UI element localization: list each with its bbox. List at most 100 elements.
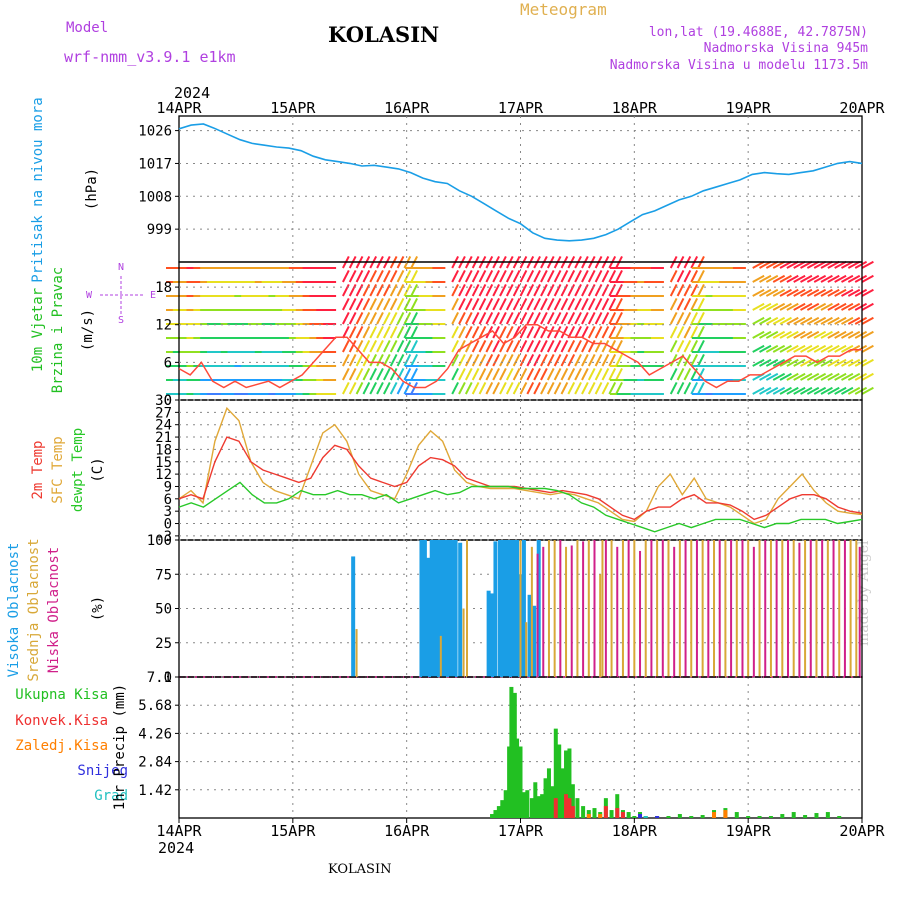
wind-arrow <box>697 367 705 381</box>
wind-arrow <box>779 316 792 325</box>
wind-arrow <box>376 367 384 381</box>
wind-arrow <box>697 325 705 339</box>
x-date-label-top: 20APR <box>839 99 885 117</box>
wind-arrow <box>752 288 765 297</box>
wind-arrow <box>546 381 555 395</box>
wind-arrow <box>533 353 541 367</box>
cloud-bar-high <box>419 540 424 677</box>
temperature-ytick-label: 9 <box>164 479 172 495</box>
wind-arrow <box>410 325 419 339</box>
wind-arrow <box>608 339 617 353</box>
wind-arrow <box>683 367 692 381</box>
cloud-bar-low <box>843 540 846 677</box>
wind-arrow <box>519 325 528 339</box>
wind-arrow <box>348 297 357 311</box>
wind-arrow <box>793 316 806 325</box>
precip-legend-2: Zaledj.Kisa <box>15 738 108 754</box>
wind-arrow <box>376 269 384 283</box>
precip-ytick-label: 2.84 <box>138 755 172 771</box>
cloud-ytick-label: 100 <box>147 533 172 549</box>
wind-arrow <box>786 260 799 269</box>
cloud-bar-low <box>858 546 861 677</box>
wind-arrow <box>389 325 398 339</box>
wind-arrow <box>540 269 548 283</box>
x-date-label-bottom: 19APR <box>726 822 772 840</box>
precip-ytick-label: 7.1 <box>147 670 172 686</box>
precip-bar-1 <box>620 812 625 818</box>
wind-arrow <box>587 381 596 395</box>
wind-arrow <box>464 297 473 311</box>
precip-bar-0 <box>518 746 523 818</box>
precip-bar-0 <box>814 813 819 818</box>
cloud-bar-mid <box>701 540 704 677</box>
wind-arrow <box>471 353 480 367</box>
wind-arrow <box>464 367 473 381</box>
sfctemp-title: SFC Temp <box>50 436 66 503</box>
wind-arrow <box>697 381 705 395</box>
wind-arrow <box>847 316 861 325</box>
cloud-ytick-label: 0 <box>164 670 172 686</box>
wind-ytick-label: 18 <box>155 280 172 296</box>
wind-arrow <box>519 339 528 353</box>
wind-arrow <box>779 260 792 269</box>
cloud-bar-mid <box>519 540 522 677</box>
footer-station: KOLASIN <box>328 862 392 877</box>
wind-arrow <box>793 344 806 353</box>
wind-arrow <box>820 386 833 395</box>
wind-arrow <box>533 297 541 311</box>
wind-arrow <box>669 325 678 339</box>
wind-arrow <box>827 386 840 395</box>
wind-arrow <box>396 311 405 325</box>
precip-bar-2 <box>586 814 591 818</box>
wind-arrow <box>806 372 820 381</box>
wind-arrow <box>841 372 854 381</box>
wind-arrow <box>560 325 569 339</box>
wind-arrow <box>383 381 391 395</box>
wind-arrow <box>752 386 765 395</box>
wind-arrow <box>526 311 535 325</box>
wind-arrow <box>697 297 705 311</box>
x-date-label-top: 17APR <box>498 99 544 117</box>
wind-arrow <box>587 311 596 325</box>
precip-legend-3: Snijeg <box>77 763 128 779</box>
wind-arrow <box>806 330 820 339</box>
wind-arrow <box>806 358 820 367</box>
precip-bar-0 <box>529 798 534 818</box>
x-date-label-bottom: 20APR <box>839 822 885 840</box>
wind-arrow <box>464 325 473 339</box>
cloud-bar-low <box>559 540 562 677</box>
wind-arrow <box>615 353 623 367</box>
wind-arrow <box>369 367 378 381</box>
precip-bar-2 <box>712 812 717 818</box>
wind-arrow <box>389 283 398 297</box>
wind-arrow <box>389 339 398 353</box>
compass-west: W <box>86 290 93 301</box>
wind-arrow <box>478 339 487 353</box>
cloud-bar-high <box>532 605 537 677</box>
wind-arrow <box>690 381 699 395</box>
wind-arrow <box>355 283 364 297</box>
wind-arrow <box>499 269 507 283</box>
wind-arrow <box>820 344 833 353</box>
wind-arrow <box>519 269 528 283</box>
cloud-bar-mid <box>621 540 624 677</box>
wind-arrow <box>471 381 480 395</box>
wind-arrow <box>813 330 827 339</box>
wind-arrow <box>813 358 827 367</box>
meteogram-label: Meteogram <box>520 0 607 19</box>
precip-bar-0 <box>570 784 575 818</box>
wind-arrow <box>485 339 494 353</box>
wind-arrow <box>800 302 813 311</box>
precip-bar-0 <box>734 812 739 818</box>
wind-arrow <box>553 269 562 283</box>
wind-arrow <box>485 353 494 367</box>
wind-arrow <box>765 274 779 283</box>
wind-arrow-field <box>166 255 874 395</box>
precip-bar-3 <box>655 816 660 818</box>
wind-arrow <box>389 311 398 325</box>
wind-arrow <box>854 274 868 283</box>
wind-arrow <box>526 381 535 395</box>
wind-arrow <box>827 330 840 339</box>
cloud-bar-mid <box>747 540 750 677</box>
